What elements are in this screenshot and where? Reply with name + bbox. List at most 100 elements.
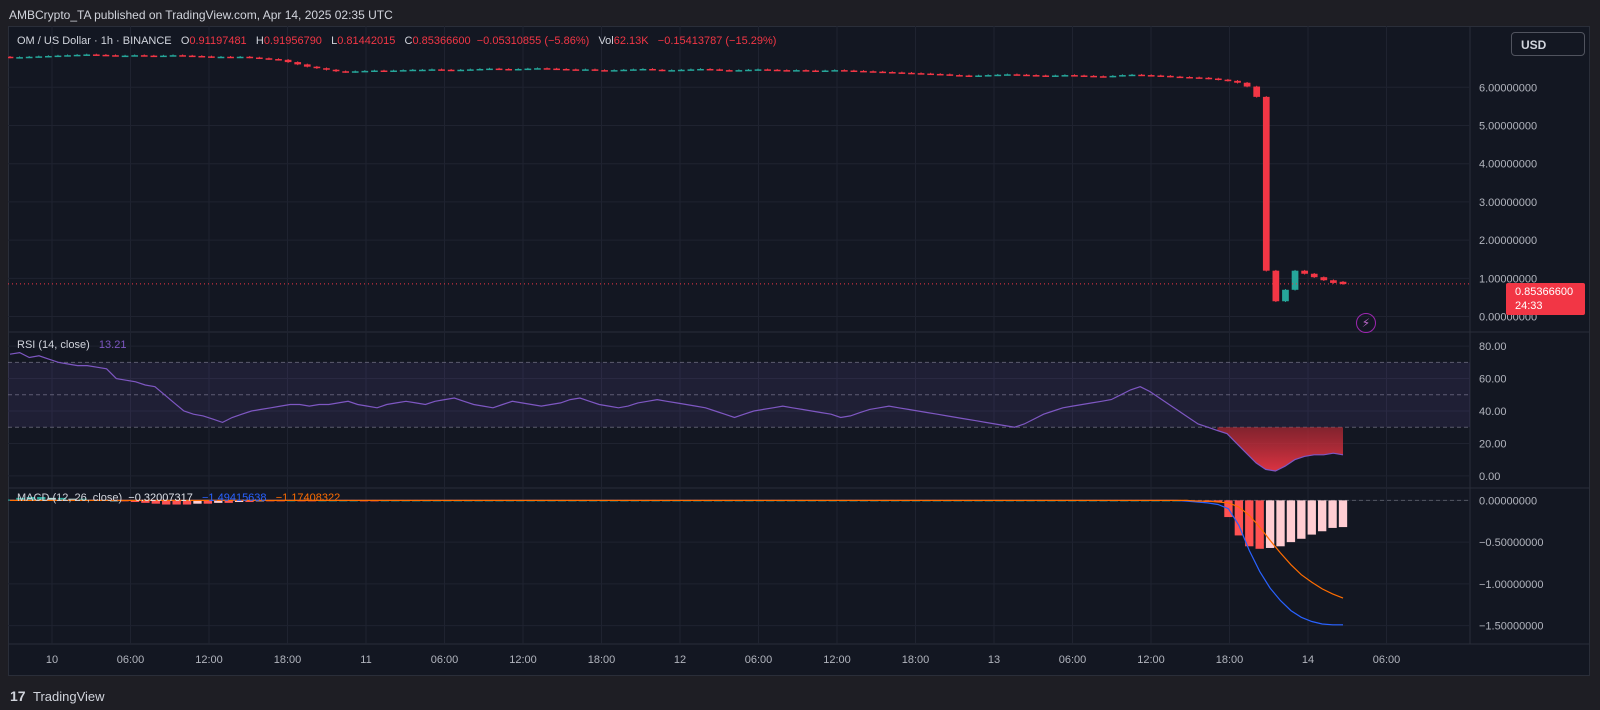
macd-histogram-bar [130, 500, 140, 503]
candle-body [716, 69, 724, 71]
candle-body [1147, 75, 1155, 77]
macd-legend[interactable]: MACD (12, 26, close) −0.32007317 −1.4941… [17, 492, 340, 504]
candle-body [773, 69, 781, 72]
candle-body [917, 73, 925, 75]
candle-body [486, 68, 493, 71]
candle-body [1243, 82, 1251, 87]
candle-body [313, 66, 321, 69]
candle-body [208, 56, 215, 58]
candle-body [16, 57, 23, 59]
candle-body [179, 55, 186, 57]
signal-value: −1.49415638 [202, 492, 267, 504]
macd-histogram-bar [1286, 500, 1296, 543]
high-label: H [255, 35, 264, 47]
time-tick-label: 12:00 [509, 654, 537, 666]
grid [8, 26, 1590, 645]
candle-body [361, 70, 369, 73]
candle-body [54, 55, 62, 58]
candle-body [735, 70, 743, 72]
price-tick-label: 6.00000000 [1479, 82, 1537, 94]
symbol-label[interactable]: OM / US Dollar · 1h · BINANCE [17, 35, 172, 47]
candle-body [927, 73, 934, 76]
time-tick-label: 13 [988, 654, 1000, 666]
candle-body [946, 74, 954, 76]
tradingview-logo-icon[interactable]: 17 [10, 688, 26, 704]
macd-histogram-bar [1328, 500, 1337, 528]
candle-body [956, 75, 963, 77]
candle-body [447, 69, 455, 72]
macd-histogram-bar [245, 500, 254, 503]
low-value: 0.81442015 [337, 35, 396, 47]
candle-body [45, 55, 52, 58]
candle-body [1090, 75, 1098, 78]
brand-name[interactable]: TradingView [33, 689, 105, 704]
candle-body [1042, 75, 1050, 77]
candle-body [160, 55, 167, 58]
lightning-icon[interactable]: ⚡ [1356, 313, 1376, 333]
candle-body [553, 68, 560, 71]
rsi-legend[interactable]: RSI (14, close) 13.21 [17, 339, 126, 351]
time-tick-label: 06:00 [431, 654, 459, 666]
price-tick-label: 1.00000000 [1479, 273, 1537, 285]
candle-body [562, 68, 570, 71]
candle-body [1339, 281, 1347, 285]
publisher-bar: AMBCrypto_TA published on TradingView.co… [0, 0, 1600, 28]
candle-body [255, 57, 263, 60]
candle-body [582, 69, 589, 71]
candle-body [284, 59, 292, 63]
candle-body [1167, 75, 1174, 78]
currency-button[interactable]: USD [1511, 32, 1585, 56]
candle-body [409, 69, 417, 72]
rsi-tick-label: 0.00 [1479, 471, 1500, 483]
candle-body [112, 55, 119, 57]
candle-body [860, 70, 867, 73]
candle-body [399, 70, 407, 72]
candle-body [390, 70, 397, 72]
macd-histogram-bar [1297, 500, 1306, 539]
macd-histogram-bar [162, 500, 171, 505]
chart-frame[interactable] [8, 26, 1590, 676]
macd-tick-label: −0.50000000 [1479, 537, 1544, 549]
candle-body [198, 55, 206, 58]
candle-body [1003, 74, 1011, 76]
candle-body [1023, 74, 1030, 77]
rsi-tick-label: 60.00 [1479, 374, 1507, 386]
time-tick-label: 06:00 [1373, 654, 1401, 666]
time-tick-label: 12:00 [823, 654, 851, 666]
macd-label: MACD (12, 26, close) [17, 492, 123, 504]
macd-histogram-bar [203, 500, 213, 504]
hist-value: −1.17408322 [275, 492, 341, 504]
candle-body [975, 75, 982, 77]
candle-body [342, 71, 350, 73]
candle-body [725, 70, 733, 72]
macd-histogram-bar [37, 497, 46, 501]
candle-body [793, 70, 800, 72]
macd-histogram-bar [68, 498, 77, 501]
macd-histogram-bar [193, 500, 202, 504]
candle-body [850, 70, 858, 72]
rsi-label: RSI (14, close) [17, 339, 90, 351]
macd-histogram-bar [234, 500, 244, 503]
macd-tick-label: −1.50000000 [1479, 621, 1544, 633]
candle-body [677, 69, 685, 72]
time-tick-label: 12 [674, 654, 686, 666]
last-price-tag: 0.85366600 24:33 [1506, 283, 1585, 315]
change-value: −0.05310855 (−5.86%) [476, 35, 590, 47]
candle-body [831, 70, 839, 72]
candle-body [428, 69, 436, 71]
candle-body [1330, 280, 1337, 283]
time-tick-label: 06:00 [117, 654, 145, 666]
candle-body [936, 73, 944, 76]
candle-body [438, 69, 445, 71]
candle-body [514, 68, 522, 71]
volume-label: Vol [598, 35, 614, 47]
macd-histogram-bar [57, 497, 67, 501]
chart-canvas[interactable]: 10 06:00 12:00 18:00 11 06:00 12:00 18:00 12 06:0… [8, 26, 1590, 678]
candle-body [754, 69, 762, 71]
macd-histogram-bar [1265, 500, 1275, 548]
price-tick-label: 4.00000000 [1479, 159, 1537, 171]
rsi-tick-label: 20.00 [1479, 438, 1507, 450]
candle-body [783, 70, 791, 72]
candle-body [457, 69, 465, 72]
macd-histogram-bar [16, 497, 25, 501]
